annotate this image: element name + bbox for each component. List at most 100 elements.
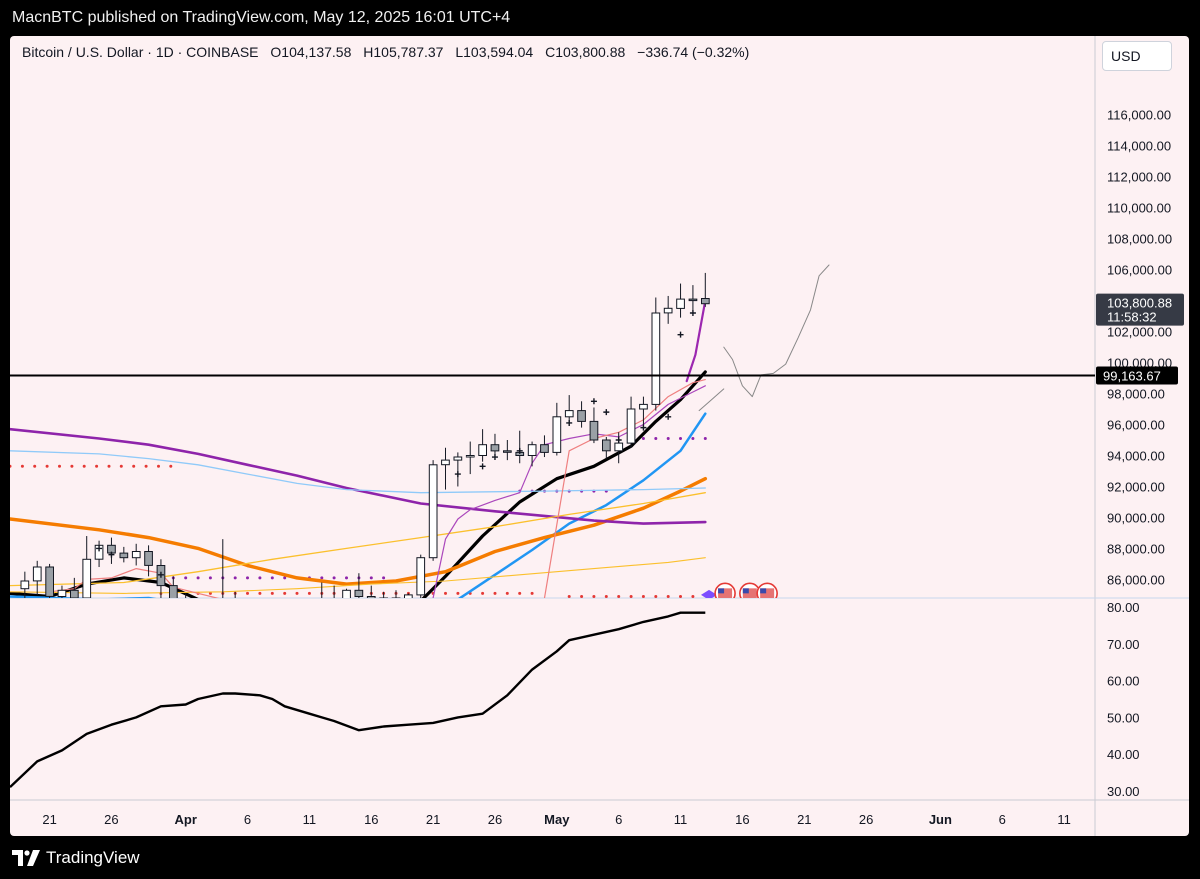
candle[interactable] — [515, 430, 525, 464]
candle[interactable] — [503, 440, 512, 461]
candle-body — [614, 442, 624, 452]
cross-marker — [689, 309, 696, 316]
event-markers[interactable] — [701, 582, 778, 603]
indicator-dot — [332, 576, 336, 580]
indicator-dot — [666, 437, 670, 440]
candle[interactable] — [231, 591, 239, 642]
symbol-title: Bitcoin / U.S. Dollar · 1D · COINBASE — [22, 44, 259, 60]
indicator-dot — [493, 591, 497, 595]
candle[interactable] — [639, 396, 648, 427]
cross-marker — [479, 463, 486, 470]
candle[interactable] — [391, 590, 401, 610]
indicator-dot — [132, 464, 136, 468]
candle[interactable] — [540, 435, 549, 458]
candle[interactable] — [219, 539, 227, 649]
candle[interactable] — [342, 588, 351, 625]
candle[interactable] — [45, 563, 54, 603]
flag-icon-stripes — [742, 588, 757, 598]
candle[interactable] — [441, 447, 450, 490]
candle-body — [144, 551, 153, 566]
oscillator-pane[interactable] — [10, 611, 706, 788]
candle[interactable] — [169, 576, 178, 612]
price-tick-label: 92,000.00 — [1107, 480, 1165, 495]
price-tick-label: 94,000.00 — [1107, 449, 1165, 464]
brand-name: TradingView — [46, 848, 140, 867]
candle[interactable] — [564, 395, 574, 425]
dot-row-1 — [159, 576, 386, 580]
price-tick-label: 90,000.00 — [1107, 511, 1165, 526]
main-pane[interactable] — [10, 264, 830, 758]
candle[interactable] — [94, 540, 104, 568]
candle[interactable] — [577, 401, 586, 428]
candle[interactable] — [589, 407, 599, 444]
candle[interactable] — [293, 618, 301, 688]
candle[interactable] — [379, 591, 388, 614]
candle[interactable] — [404, 593, 413, 612]
candle[interactable] — [552, 402, 562, 456]
indicator-dot — [654, 595, 658, 598]
candle[interactable] — [416, 554, 426, 600]
candle[interactable] — [354, 573, 364, 601]
candle-body — [20, 580, 30, 590]
candle[interactable] — [676, 283, 685, 318]
candle[interactable] — [688, 285, 698, 312]
candle[interactable] — [256, 654, 264, 758]
time-tick-label: 16 — [364, 812, 378, 827]
candle[interactable] — [366, 585, 376, 614]
indicator-dot — [592, 595, 596, 598]
candle[interactable] — [182, 593, 190, 633]
candle[interactable] — [453, 452, 463, 487]
candle[interactable] — [478, 429, 487, 462]
candle-body — [416, 557, 426, 596]
candle-body — [366, 596, 376, 598]
time-tick-label: 26 — [104, 812, 118, 827]
candle[interactable] — [107, 537, 116, 564]
candle-body — [540, 444, 549, 453]
candle[interactable] — [244, 617, 252, 716]
candle[interactable] — [194, 600, 202, 637]
indicator-dot — [320, 576, 324, 580]
tradingview-brand[interactable]: TradingView — [12, 848, 140, 868]
candle[interactable] — [651, 297, 661, 411]
candle[interactable] — [626, 396, 636, 448]
candle[interactable] — [306, 612, 314, 671]
indicator-dot — [530, 591, 534, 595]
candle[interactable] — [82, 536, 92, 603]
candle[interactable] — [318, 582, 326, 667]
indicator-dot — [679, 595, 682, 598]
candle[interactable] — [144, 545, 153, 577]
candle[interactable] — [428, 460, 438, 561]
candle-body — [57, 589, 67, 597]
candle[interactable] — [701, 272, 710, 307]
candle[interactable] — [602, 436, 611, 459]
candle[interactable] — [32, 560, 42, 595]
cross-marker — [615, 437, 622, 444]
candle[interactable] — [330, 585, 338, 623]
candle[interactable] — [70, 577, 79, 601]
us-flag-event-icon[interactable] — [756, 582, 778, 603]
candle[interactable] — [131, 543, 141, 566]
candle[interactable] — [281, 671, 289, 733]
tradingview-logo-icon — [12, 850, 40, 866]
chart-panel[interactable]: 116,000.00 114,000.00 112,000.00 110,000.00… — [10, 36, 1189, 836]
us-flag-event-icon[interactable] — [739, 582, 761, 603]
candle-body — [453, 456, 463, 461]
currency-button[interactable]: USD — [1102, 41, 1172, 71]
candle[interactable] — [57, 585, 67, 608]
us-flag-event-icon[interactable] — [714, 582, 736, 603]
candle[interactable] — [156, 559, 166, 602]
candle[interactable] — [663, 295, 673, 324]
candle[interactable] — [268, 658, 276, 731]
cross-marker — [96, 545, 103, 552]
indicator-dot — [169, 464, 173, 468]
candle[interactable] — [119, 546, 129, 563]
chart-canvas[interactable]: 116,000.00 114,000.00 112,000.00 110,000.00… — [10, 36, 1189, 836]
candle[interactable] — [20, 571, 30, 606]
candle[interactable] — [465, 441, 475, 475]
indicator-dot — [604, 595, 608, 598]
candle[interactable] — [527, 441, 537, 467]
indicator-dot — [382, 576, 386, 580]
candle[interactable] — [490, 433, 500, 458]
published-line: MacnBTC published on TradingView.com, Ma… — [12, 9, 511, 26]
candle[interactable] — [207, 604, 215, 643]
